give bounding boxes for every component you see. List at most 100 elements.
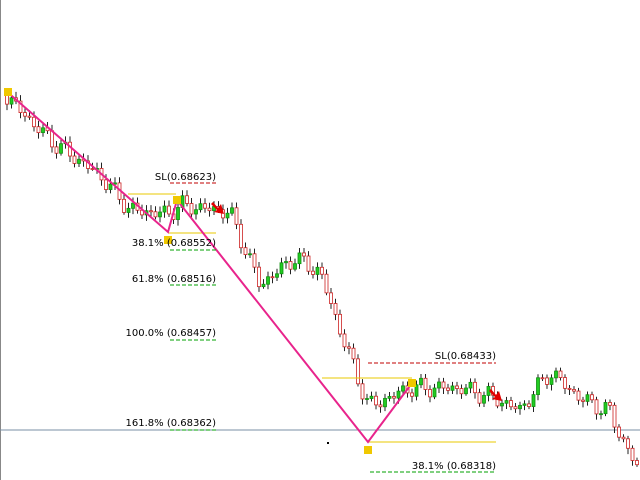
candle-part bbox=[297, 252, 302, 265]
candle-part bbox=[554, 370, 558, 379]
candle-part bbox=[558, 370, 563, 378]
sell-arrow bbox=[489, 389, 502, 401]
candle-part bbox=[234, 207, 239, 225]
candle-part bbox=[59, 143, 63, 154]
level-label: SL(0.68433) bbox=[435, 351, 496, 362]
candles bbox=[5, 89, 639, 467]
pivot-markers bbox=[4, 88, 416, 454]
candle-part bbox=[621, 436, 626, 440]
candle-part bbox=[333, 303, 338, 315]
pivot bbox=[164, 236, 172, 244]
candle-part bbox=[329, 292, 333, 304]
candle-part bbox=[279, 262, 284, 275]
candle-part bbox=[387, 396, 392, 399]
candle-part bbox=[153, 211, 158, 218]
candle-part bbox=[414, 384, 419, 397]
candle-part bbox=[536, 377, 540, 396]
zigzag bbox=[4, 89, 413, 444]
candle-part bbox=[149, 210, 153, 213]
candle-part bbox=[374, 395, 378, 406]
candle-part bbox=[459, 388, 464, 395]
candle-part bbox=[356, 358, 360, 385]
candle-part bbox=[482, 395, 486, 404]
candle-part bbox=[311, 270, 315, 275]
candle-part bbox=[545, 377, 549, 385]
candle-part bbox=[428, 389, 432, 398]
candle-part bbox=[608, 402, 612, 406]
candle-part bbox=[635, 460, 639, 466]
sell-arrow bbox=[211, 202, 224, 214]
candle-part bbox=[581, 399, 585, 402]
candle-part bbox=[401, 385, 405, 392]
level-label: 61.8% (0.68516) bbox=[132, 274, 216, 285]
candle-part bbox=[338, 313, 342, 335]
candle-part bbox=[243, 247, 248, 255]
candle-part bbox=[126, 207, 131, 213]
candle-part bbox=[351, 347, 356, 360]
candle-part bbox=[158, 211, 162, 218]
candle-part bbox=[23, 112, 27, 117]
candle-part bbox=[302, 252, 306, 257]
candle-part bbox=[477, 392, 482, 404]
candle-part bbox=[599, 413, 603, 416]
candle-part bbox=[419, 377, 423, 386]
level-label: SL(0.68623) bbox=[155, 172, 216, 183]
candle-part bbox=[284, 261, 288, 264]
candle-part bbox=[270, 276, 275, 279]
pivot bbox=[408, 379, 416, 387]
candle-part bbox=[72, 155, 77, 164]
candle-part bbox=[500, 402, 504, 407]
candle-part bbox=[630, 447, 635, 461]
candle-part bbox=[585, 394, 590, 402]
candle-part bbox=[383, 397, 387, 408]
candle-part bbox=[185, 195, 189, 204]
candle-part bbox=[513, 406, 518, 410]
level-label: 38.1% (0.68552) bbox=[132, 238, 216, 249]
candle-part bbox=[54, 146, 59, 154]
candle-part bbox=[549, 377, 554, 385]
candle-part bbox=[252, 253, 257, 268]
candle-part bbox=[504, 400, 509, 404]
candle-part bbox=[342, 333, 347, 348]
sell-arrows bbox=[211, 202, 502, 401]
candle-part bbox=[108, 183, 113, 190]
candle-part bbox=[576, 390, 581, 401]
swing-lines bbox=[128, 193, 496, 443]
candle-part bbox=[567, 387, 572, 390]
candle-part bbox=[540, 377, 545, 380]
candle-part bbox=[324, 273, 329, 294]
candle-part bbox=[396, 390, 401, 399]
candle-part bbox=[41, 127, 45, 134]
candle-part bbox=[203, 203, 207, 209]
candle-part bbox=[189, 203, 194, 215]
candle-part bbox=[509, 400, 513, 408]
candle-part bbox=[288, 261, 293, 270]
candle-part bbox=[423, 377, 428, 390]
candle-part bbox=[32, 116, 36, 128]
candle-part bbox=[594, 399, 599, 415]
candle-part bbox=[239, 223, 243, 249]
candle-part bbox=[360, 383, 365, 400]
candle-part bbox=[531, 394, 536, 407]
candle-part bbox=[77, 158, 81, 164]
candle-part bbox=[230, 207, 234, 214]
candle-part bbox=[36, 126, 41, 134]
candle-part bbox=[266, 276, 270, 285]
candle-part bbox=[68, 141, 72, 157]
level-label: 161.8% (0.68362) bbox=[126, 418, 217, 429]
candle-part bbox=[5, 94, 9, 105]
candle-part bbox=[369, 395, 374, 399]
candle-part bbox=[347, 346, 351, 349]
candle-part bbox=[522, 403, 527, 406]
candle-part bbox=[617, 426, 621, 438]
candle-part bbox=[122, 198, 126, 213]
candle-part bbox=[131, 202, 135, 209]
candle-part bbox=[432, 387, 437, 398]
candle-part bbox=[275, 273, 279, 278]
candle-part bbox=[518, 404, 522, 410]
candle-part bbox=[590, 394, 594, 401]
candle-part bbox=[378, 404, 383, 408]
candle-part bbox=[225, 212, 230, 219]
candle-part bbox=[18, 100, 23, 113]
candle-part bbox=[464, 387, 468, 395]
